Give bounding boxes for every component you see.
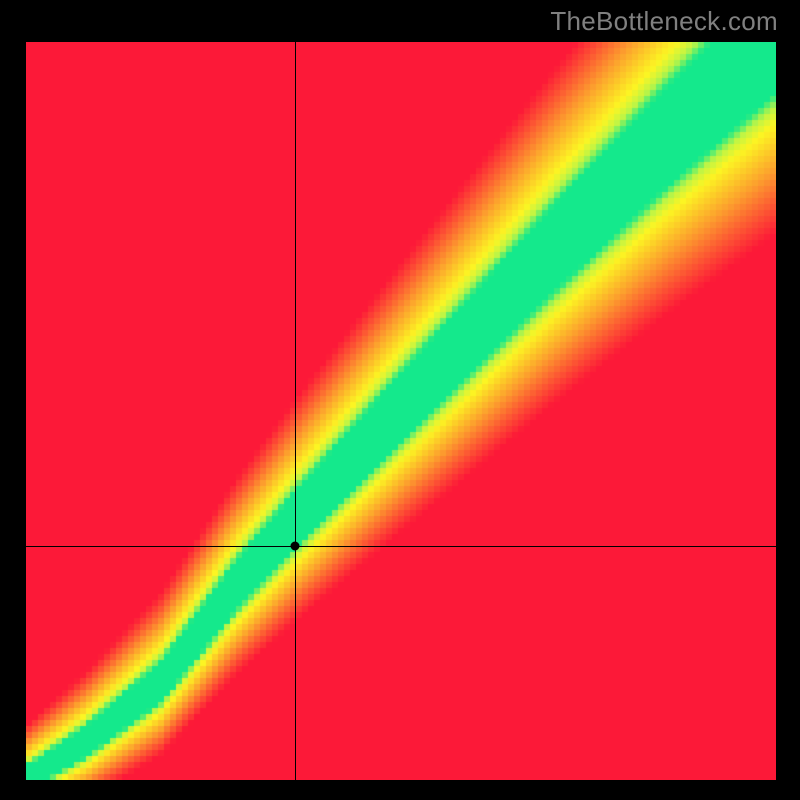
plot-area — [26, 42, 776, 780]
watermark-text: TheBottleneck.com — [550, 6, 778, 37]
chart-stage: TheBottleneck.com — [0, 0, 800, 800]
gradient-canvas — [26, 42, 776, 780]
crosshair-vertical — [295, 42, 296, 780]
data-point-marker — [290, 542, 299, 551]
crosshair-horizontal — [26, 546, 776, 547]
